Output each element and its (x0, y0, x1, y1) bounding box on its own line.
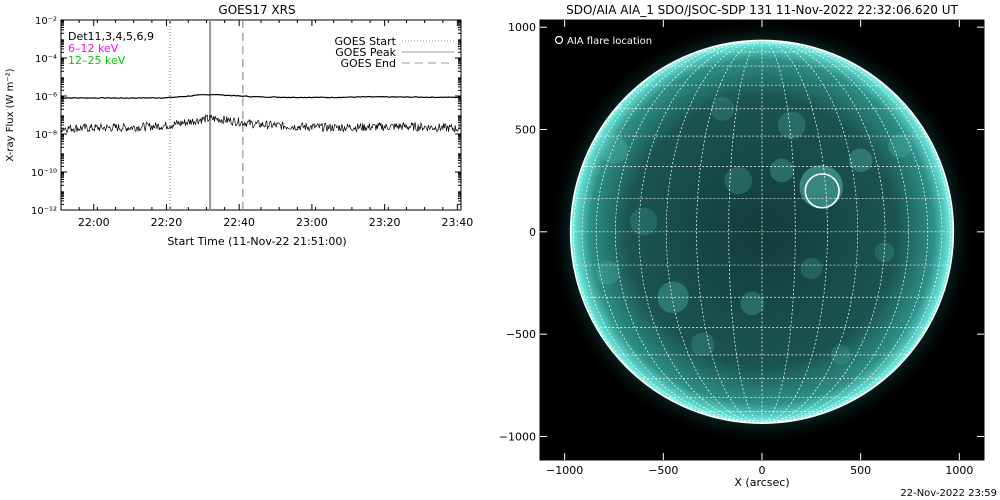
aia-x-tick-label: −500 (648, 464, 678, 477)
disk-active-regions (596, 97, 912, 365)
goes-x-tick-label: 22:00 (78, 216, 110, 229)
active-region-blob (600, 136, 628, 164)
active-region-blob (799, 165, 843, 209)
goes-y-tick-label: 10⁻¹² (31, 206, 57, 217)
goes-y-axis-label: X-ray Flux (W m⁻²) (5, 68, 16, 161)
goes-chart-title: GOES17 XRS (218, 3, 295, 17)
goes-x-tick-label: 22:20 (151, 216, 183, 229)
aia-x-tick-label: 500 (850, 464, 871, 477)
aia-axis-ticks: −1000 −500 0 500 1000 −1000 −500 0 500 1000 (499, 20, 984, 477)
active-region-blob (800, 257, 823, 280)
goes-legend-end-label: GOES End (340, 57, 396, 70)
goes-lightcurve-chart: GOES17 XRS 22:00 22:20 22:40 23:00 23:20 23:4… (5, 3, 473, 248)
flare-location-circle (804, 173, 840, 209)
active-region-blob (629, 207, 658, 236)
goes-legend-start-label: GOES Start (335, 35, 397, 48)
goes-plot-frame (60, 19, 462, 211)
active-region-blob (848, 148, 873, 173)
active-region-blob (690, 332, 715, 357)
goes-x-tick-label: 22:40 (223, 216, 255, 229)
goes-series-short-channel (61, 113, 461, 133)
goes-series-long-channel (61, 94, 461, 99)
goes-det-label: Det11,3,4,5,6,9 (68, 30, 154, 43)
goes-y-tick-label: 10⁻¹⁰ (31, 168, 57, 179)
goes-y-tick-label: 10⁻⁶ (35, 92, 57, 103)
grid-meridian (696, 40, 763, 424)
aia-y-tick-label: 500 (515, 123, 536, 136)
active-region-blob (657, 281, 689, 314)
timestamp: 22-Nov-2022 23:59 (900, 488, 997, 499)
grid-meridian (728, 40, 763, 424)
aia-x-tick-label: 0 (759, 464, 766, 477)
aia-y-tick-label: −1000 (499, 430, 536, 443)
goes-legend: GOES Start GOES Peak GOES End (335, 35, 454, 70)
goes-y-tick-label: 10⁻⁸ (35, 130, 57, 141)
goes-y-tick-label: 10⁻⁴ (35, 54, 57, 65)
aia-y-tick-label: 0 (529, 226, 536, 239)
active-region-blob (777, 111, 806, 140)
goes-y-tick-label: 10⁻² (35, 16, 57, 27)
active-region-blob (710, 97, 735, 121)
goes-x-tick-label: 23:20 (369, 216, 401, 229)
active-region-blob (596, 260, 620, 285)
goes-x-tick-label: 23:00 (296, 216, 328, 229)
aia-x-tick-label: 1000 (945, 464, 973, 477)
goes-x-tick-label: 23:40 (442, 216, 474, 229)
goes-series-group (61, 94, 461, 133)
goes-vertical-markers (169, 20, 244, 210)
active-region-blob (740, 291, 764, 316)
aia-x-axis-label: X (arcsec) (734, 476, 789, 489)
grid-meridian (665, 40, 763, 424)
solar-limb (569, 39, 955, 424)
aia-x-tick-label: −1000 (546, 464, 583, 477)
goes-band-label-6-12kev: 6–12 keV (68, 42, 119, 55)
aia-y-tick-label: 1000 (508, 21, 536, 34)
active-region-blob (888, 134, 912, 158)
goes-band-label-12-25kev: 12–25 keV (68, 54, 126, 67)
aia-image-panel: SDO/AIA AIA_1 SDO/JSOC-SDP 131 11-Nov-20… (499, 3, 997, 499)
grid-meridian (761, 40, 859, 424)
aia-legend-label: AIA flare location (567, 36, 652, 47)
active-region-blob (769, 158, 794, 183)
aia-y-tick-label: −500 (506, 328, 536, 341)
goes-legend-peak-label: GOES Peak (335, 46, 396, 59)
aia-legend-circle-icon (554, 35, 564, 45)
active-region-blob (724, 166, 753, 195)
goes-x-axis-label: Start Time (11-Nov-22 21:51:00) (167, 235, 346, 248)
aia-title: SDO/AIA AIA_1 SDO/JSOC-SDP 131 11-Nov-20… (566, 3, 958, 17)
